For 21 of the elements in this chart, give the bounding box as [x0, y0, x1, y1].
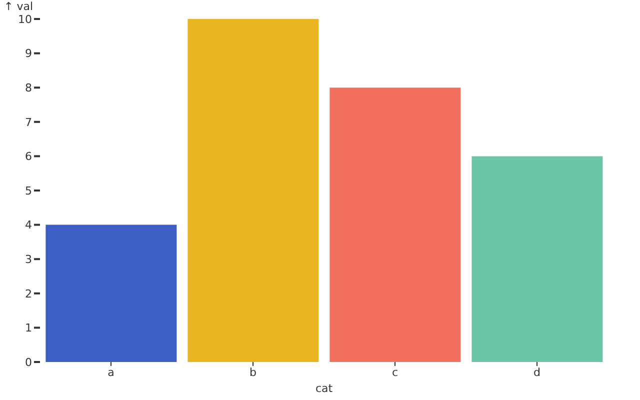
bar	[188, 19, 319, 362]
x-tick-label: b	[250, 366, 257, 379]
bar	[46, 224, 177, 362]
x-tick-label: c	[392, 366, 398, 379]
x-tick-label: a	[108, 366, 114, 379]
y-tick-label: 9	[25, 47, 32, 60]
x-tick-label: d	[534, 366, 540, 379]
y-tick-label: 8	[25, 82, 32, 95]
y-tick-label: 2	[25, 287, 32, 300]
y-tick-label: 7	[25, 116, 32, 129]
y-tick-label: 4	[25, 218, 32, 232]
x-axis-title: cat	[315, 382, 334, 395]
bar	[472, 156, 603, 362]
bar	[330, 88, 461, 362]
y-tick-label: 10	[18, 12, 32, 26]
y-tick-label: 5	[25, 184, 32, 198]
y-tick-label: 0	[25, 356, 32, 369]
y-tick-label: 1	[25, 322, 32, 335]
y-axis-title: ↑ val	[4, 0, 34, 13]
y-tick-label: 6	[25, 150, 32, 164]
y-tick-label: 3	[25, 253, 32, 266]
